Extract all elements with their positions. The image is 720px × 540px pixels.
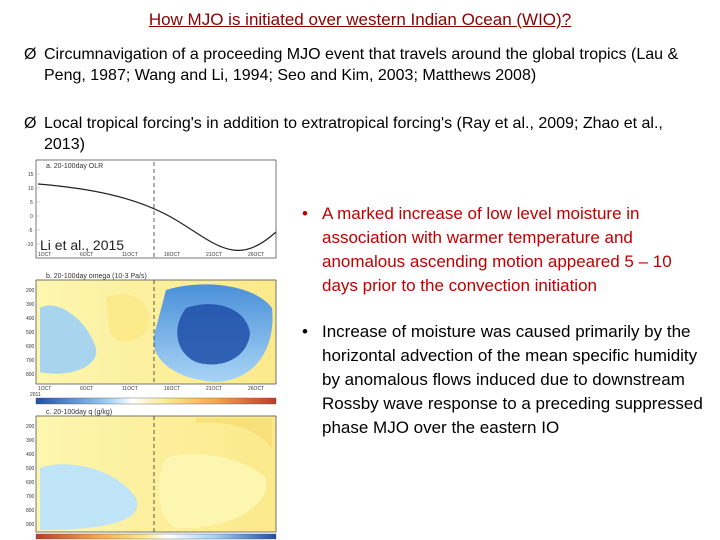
pressure-tick: 300 [26,302,35,308]
olr-tick: 0 [30,214,33,220]
pressure-tick: 400 [26,452,35,458]
pressure-tick: 800 [26,372,35,378]
arrow-item-text: Circumnavigation of a proceeding MJO eve… [44,46,679,84]
pressure-tick: 800 [26,508,35,514]
arrow-item-text: Local tropical forcing's in addition to … [44,115,663,153]
pressure-tick: 500 [26,330,35,336]
date-tick: 16OCT [164,252,180,258]
date-tick: 11OCT [122,386,138,392]
date-tick: 16OCT [164,386,180,392]
panel-a-olr: a. 20-100day OLR 15 10 5 0 -5 -10 Li et … [26,159,277,259]
bullet-dot-icon: • [302,204,308,223]
pressure-tick: 700 [26,358,35,364]
findings-list: • A marked increase of low level moistur… [302,202,712,462]
date-tick: 11OCT [122,252,138,258]
panel-b-omega: b. 20-100day omega (10-3 Pa/s) 200 300 4… [26,273,277,405]
date-tick: 6OCT [80,386,93,392]
citation-label: Li et al., 2015 [40,237,124,253]
olr-tick: -10 [26,242,33,248]
olr-tick: -5 [28,228,33,234]
pressure-tick: 400 [26,316,35,322]
arrow-bullet-icon: Ø [24,46,37,63]
finding-item-moisture-cause: • Increase of moisture was caused primar… [302,320,712,440]
olr-tick: 10 [28,186,34,192]
slide-title: How MJO is initiated over western Indian… [148,10,572,29]
panel-c-humidity: c. 20-100day q (g/kg) 200 300 400 500 60… [26,409,277,540]
olr-tick: 15 [28,172,34,178]
pressure-tick: 500 [26,466,35,472]
arrow-item-circumnavigation: Ø Circumnavigation of a proceeding MJO e… [24,44,704,86]
humidity-colorbar [35,533,277,540]
olr-tick: 5 [30,200,33,206]
bullet-dot-icon: • [302,322,308,341]
mjo-figure: a. 20-100day OLR 15 10 5 0 -5 -10 Li et … [26,159,277,540]
date-tick: 21OCT [206,252,222,258]
pressure-tick: 900 [26,522,35,528]
date-tick: 21OCT [206,386,222,392]
panel-a-label: a. 20-100day OLR [46,163,103,170]
date-tick: 1OCT [38,386,51,392]
finding-text: Increase of moisture was caused primaril… [322,322,703,437]
finding-item-moisture-increase: • A marked increase of low level moistur… [302,202,712,298]
date-tick: 1OCT [38,252,51,258]
date-tick: 26OCT [248,386,264,392]
omega-colorbar [35,397,277,405]
finding-text: A marked increase of low level moisture … [322,204,672,295]
pressure-tick: 600 [26,480,35,486]
pressure-tick: 200 [26,424,35,430]
pressure-tick: 200 [26,288,35,294]
date-tick: 26OCT [248,252,264,258]
arrow-item-local-forcing: Ø Local tropical forcing's in addition t… [24,113,704,155]
panel-c-label: c. 20-100day q (g/kg) [46,409,112,416]
panel-b-label: b. 20-100day omega (10-3 Pa/s) [46,273,147,280]
arrow-bullet-icon: Ø [24,115,37,132]
date-tick: 6OCT [80,252,93,258]
pressure-tick: 300 [26,438,35,444]
pressure-tick: 600 [26,344,35,350]
year-tick: 2011 [30,392,41,398]
pressure-tick: 700 [26,494,35,500]
